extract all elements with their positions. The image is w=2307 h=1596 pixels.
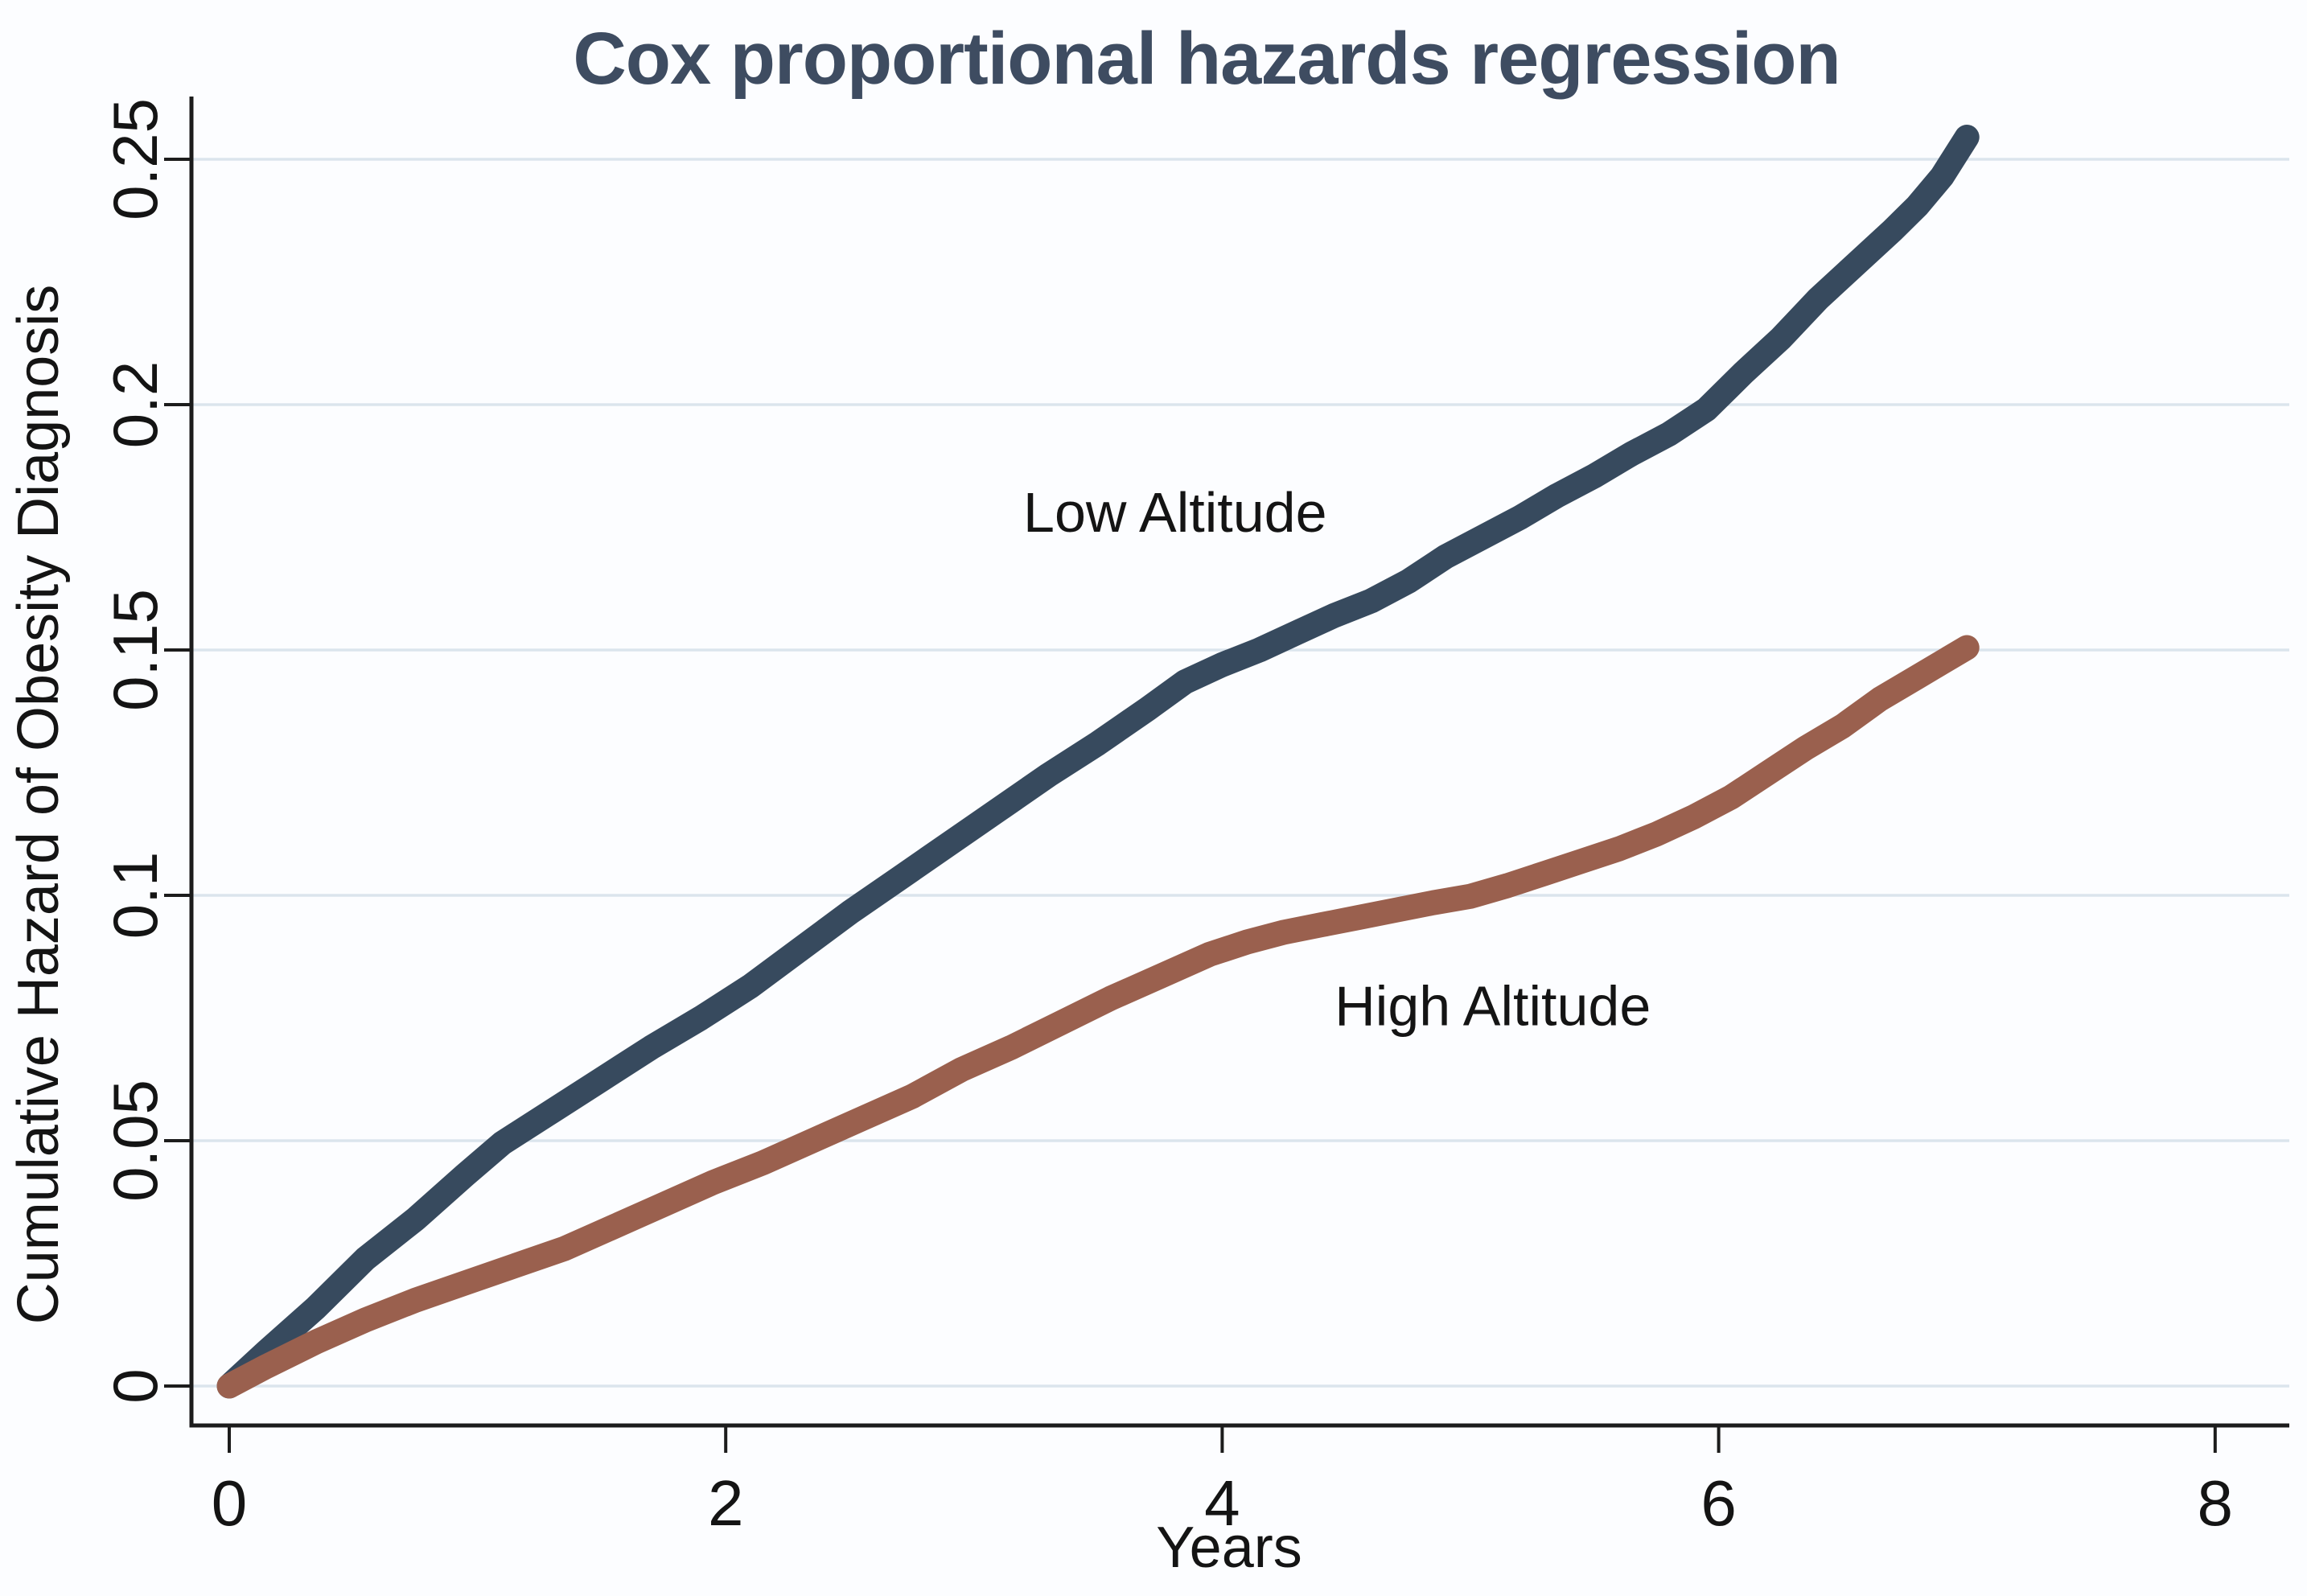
y-axis-title: Cumulative Hazard of Obesity Diagnosis	[6, 285, 71, 1325]
y-tick-label: 0.1	[100, 852, 171, 939]
axes-layer: 0 0.05 0.1 0.15 0.2 0.25 0 2 4 6 8	[100, 97, 2289, 1539]
low-altitude-series-label: Low Altitude	[1023, 481, 1326, 544]
high-altitude-curve	[216, 635, 1980, 1399]
y-tick-label: 0.2	[100, 361, 171, 448]
x-tick-label: 6	[1700, 1467, 1737, 1539]
y-tick-label: 0.05	[100, 1080, 171, 1202]
x-tick-label: 2	[708, 1467, 744, 1539]
gridlines-layer	[191, 158, 2289, 1388]
y-tick-label: 0.15	[100, 589, 171, 711]
x-axis-title: Years	[1156, 1516, 1302, 1580]
y-tick-label: 0	[100, 1368, 171, 1403]
high-altitude-series-label: High Altitude	[1334, 974, 1651, 1037]
curves-layer	[216, 125, 1980, 1399]
chart-title: Cox proportional hazards regression	[573, 18, 1840, 100]
x-tick-label: 8	[2198, 1467, 2234, 1539]
x-tick-label: 4	[1204, 1467, 1240, 1539]
y-tick-label: 0.25	[100, 98, 171, 220]
low-altitude-curve	[216, 125, 1980, 1399]
x-tick-label: 0	[212, 1467, 248, 1539]
